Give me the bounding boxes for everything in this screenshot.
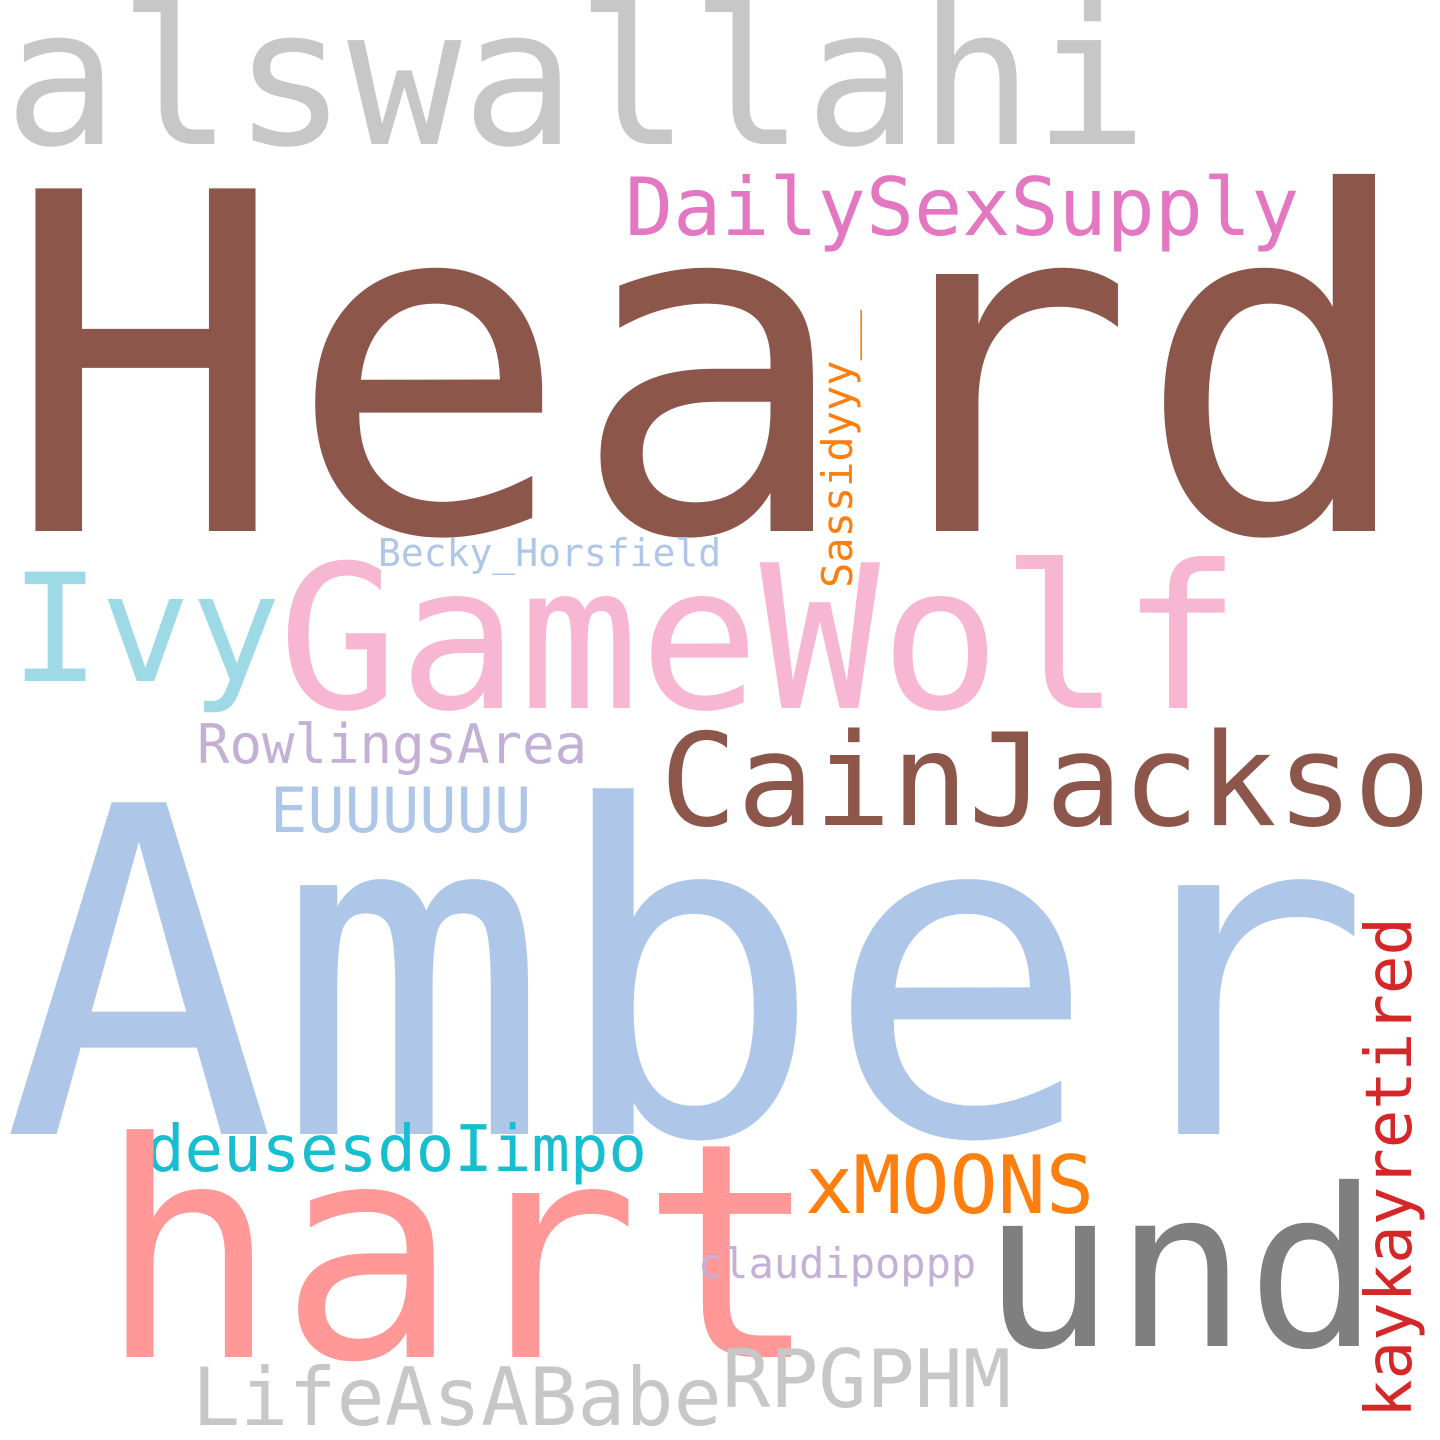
word-xmoons: xMOONS xyxy=(805,1139,1094,1232)
word-alswallahi: alswallahi xyxy=(4,0,1148,189)
word-rowlingsarea: RowlingsArea xyxy=(197,713,588,776)
word-euuuuuu: EUUUUUU xyxy=(270,774,532,847)
word-ivy: Ivy xyxy=(10,543,281,717)
word-becky-horsfield: Becky_Horsfield xyxy=(378,531,722,575)
word-amber: Amber xyxy=(2,713,1372,1242)
word-heard: Heard xyxy=(4,95,1419,642)
word-deusesdolimpo: deusesdoIimpo xyxy=(146,1113,647,1187)
word-claudipoppp: claudipoppp xyxy=(698,1239,977,1288)
word-hart: hart xyxy=(98,1079,821,1428)
word-gamewolf: GameWolf xyxy=(278,523,1242,756)
word-rpgphm: RPGPHM xyxy=(722,1333,1011,1426)
word-und: und xyxy=(982,1142,1380,1398)
word-lifeasababe: LifeAsABabe xyxy=(192,1351,722,1440)
word-cainjackson: CainJackson xyxy=(660,707,1440,856)
word-dailysexsupply: DailySexSupply xyxy=(625,161,1300,254)
